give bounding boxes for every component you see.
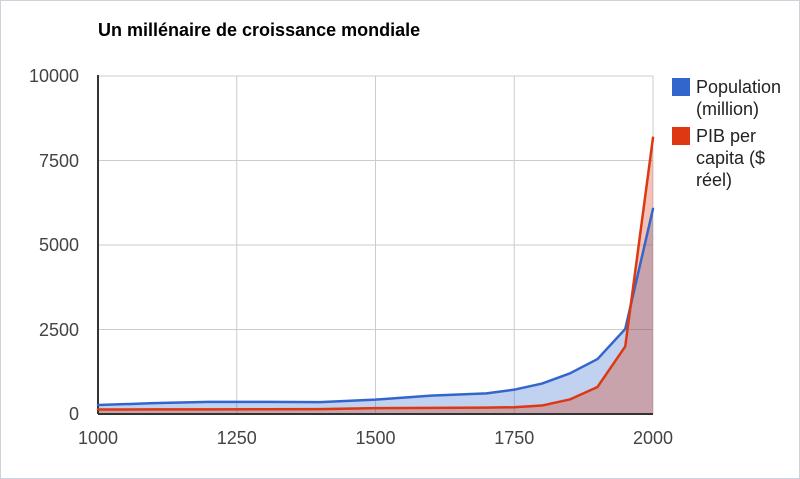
x-tick-label: 1500 [355,428,396,448]
series-area-0 [98,208,653,414]
legend-label-pib-per-capita: PIB per capita ($ réel) [696,126,766,190]
legend-item-pib-per-capita: PIB per capita ($ réel) [672,125,796,191]
series-line-0 [96,207,655,407]
chart-title: Un millénaire de croissance mondiale [98,20,421,40]
population-series-swatch [672,78,690,96]
x-tick-label: 2000 [632,428,674,448]
legend-label-population: Population (million) [696,77,782,119]
y-tick-label: 5000 [38,235,79,255]
x-tick-label: 1250 [216,428,257,448]
series-line-1 [96,136,655,411]
x-tick-label: 1750 [494,428,535,448]
legend-item-population: Population (million) [672,76,796,120]
y-tick-label: 10000 [28,66,79,86]
x-tick-label: 1000 [77,428,119,448]
y-tick-label: 0 [68,404,79,424]
y-tick-label: 2500 [38,319,79,340]
legend: Population (million) PIB per capita ($ r… [672,76,796,196]
pib-series-swatch [672,127,690,145]
y-tick-label: 7500 [38,150,79,171]
